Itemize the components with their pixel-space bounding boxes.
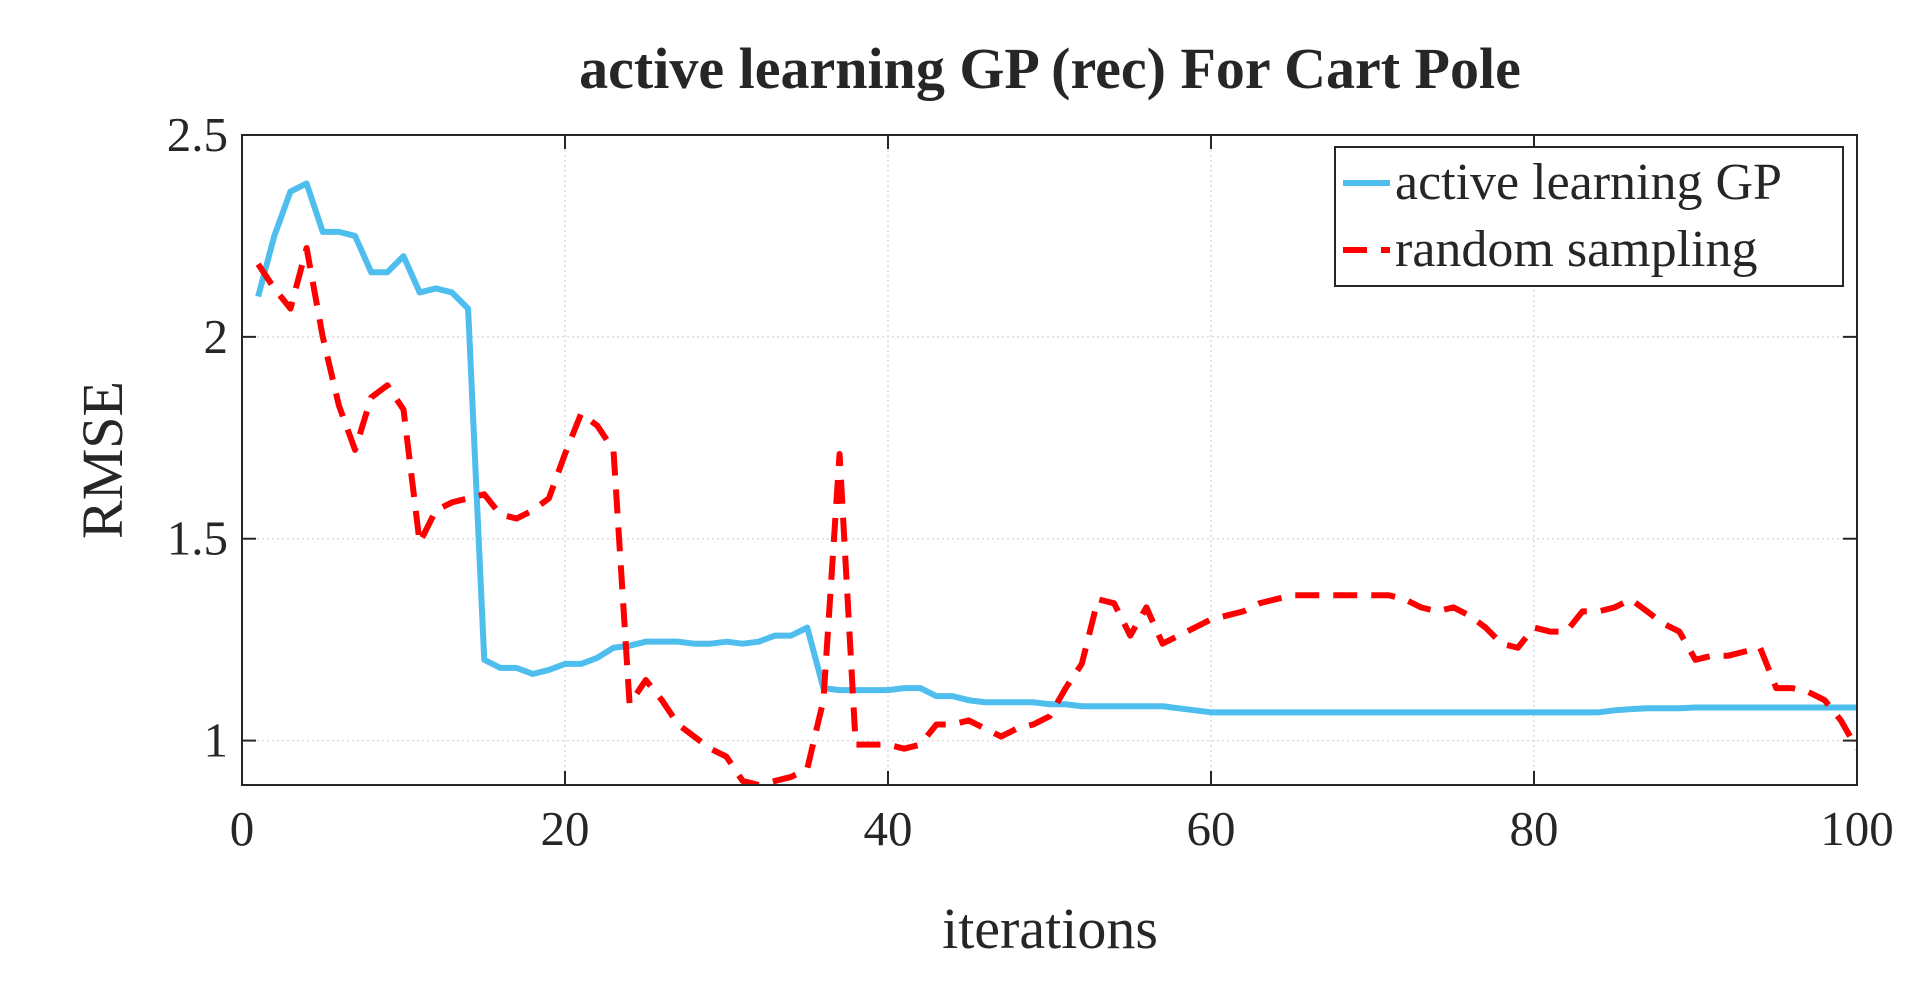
data-line (255, 180, 1857, 716)
y-tick-label: 2.5 (167, 107, 228, 162)
x-tick-label: 60 (1187, 801, 1236, 856)
y-tick-label: 2 (204, 309, 229, 364)
legend-label: active learning GP (1395, 154, 1782, 211)
y-tick-label: 1.5 (167, 511, 228, 566)
data-line (255, 245, 1857, 785)
axes-box (241, 134, 1858, 786)
x-tick-label: 0 (230, 801, 255, 856)
x-tick-label: 100 (1820, 801, 1894, 856)
legend-box (1334, 146, 1844, 287)
y-tick-label: 1 (204, 713, 229, 768)
legend-label: random sampling (1395, 221, 1758, 278)
x-tick-label: 40 (864, 801, 913, 856)
x-axis-label: iterations (942, 896, 1158, 961)
y-axis-label: RMSE (70, 381, 135, 539)
x-tick-label: 80 (1510, 801, 1559, 856)
chart-title: active learning GP (rec) For Cart Pole (579, 36, 1521, 101)
x-tick-label: 20 (541, 801, 590, 856)
